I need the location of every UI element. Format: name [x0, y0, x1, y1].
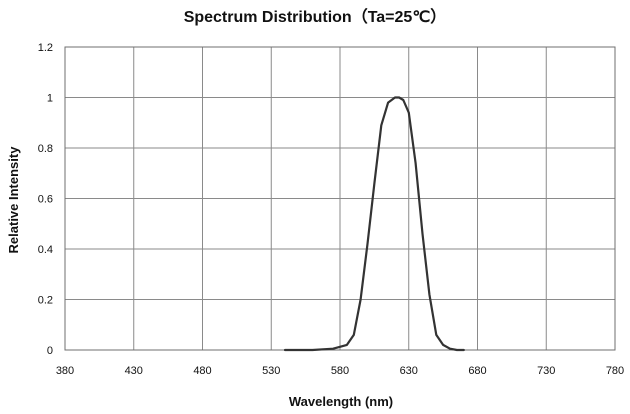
y-tick-label: 0.8 — [38, 143, 53, 155]
y-tick-label: 0.2 — [38, 295, 53, 307]
x-tick-label: 430 — [125, 365, 143, 377]
x-tick-label: 380 — [56, 365, 74, 377]
x-tick-label: 630 — [400, 365, 418, 377]
x-tick-label: 730 — [537, 365, 555, 377]
y-axis-label: Relative Intensity — [6, 146, 21, 254]
series-layer — [283, 96, 465, 352]
y-tick-label: 0 — [47, 345, 53, 357]
x-tick-label: 580 — [331, 365, 349, 377]
x-tick-labels: 380 430 480 530 580 630 680 730 780 — [56, 365, 624, 377]
x-tick-label: 480 — [193, 365, 211, 377]
x-axis-label: Wavelength (nm) — [289, 394, 393, 409]
y-tick-label: 1.2 — [38, 42, 53, 54]
y-tick-labels: 0 0.2 0.4 0.6 0.8 1 1.2 — [38, 42, 53, 357]
x-tick-label: 530 — [262, 365, 280, 377]
chart-title: Spectrum Distribution（Ta=25℃） — [184, 8, 447, 26]
x-tick-label: 680 — [468, 365, 486, 377]
grid-lines — [64, 46, 616, 351]
plot-frame — [64, 46, 616, 351]
y-tick-label: 0.6 — [38, 194, 53, 206]
y-tick-label: 1 — [47, 93, 53, 105]
spectrum-series-line — [283, 96, 465, 352]
x-tick-label: 780 — [606, 365, 624, 377]
y-tick-label: 0.4 — [38, 244, 53, 256]
